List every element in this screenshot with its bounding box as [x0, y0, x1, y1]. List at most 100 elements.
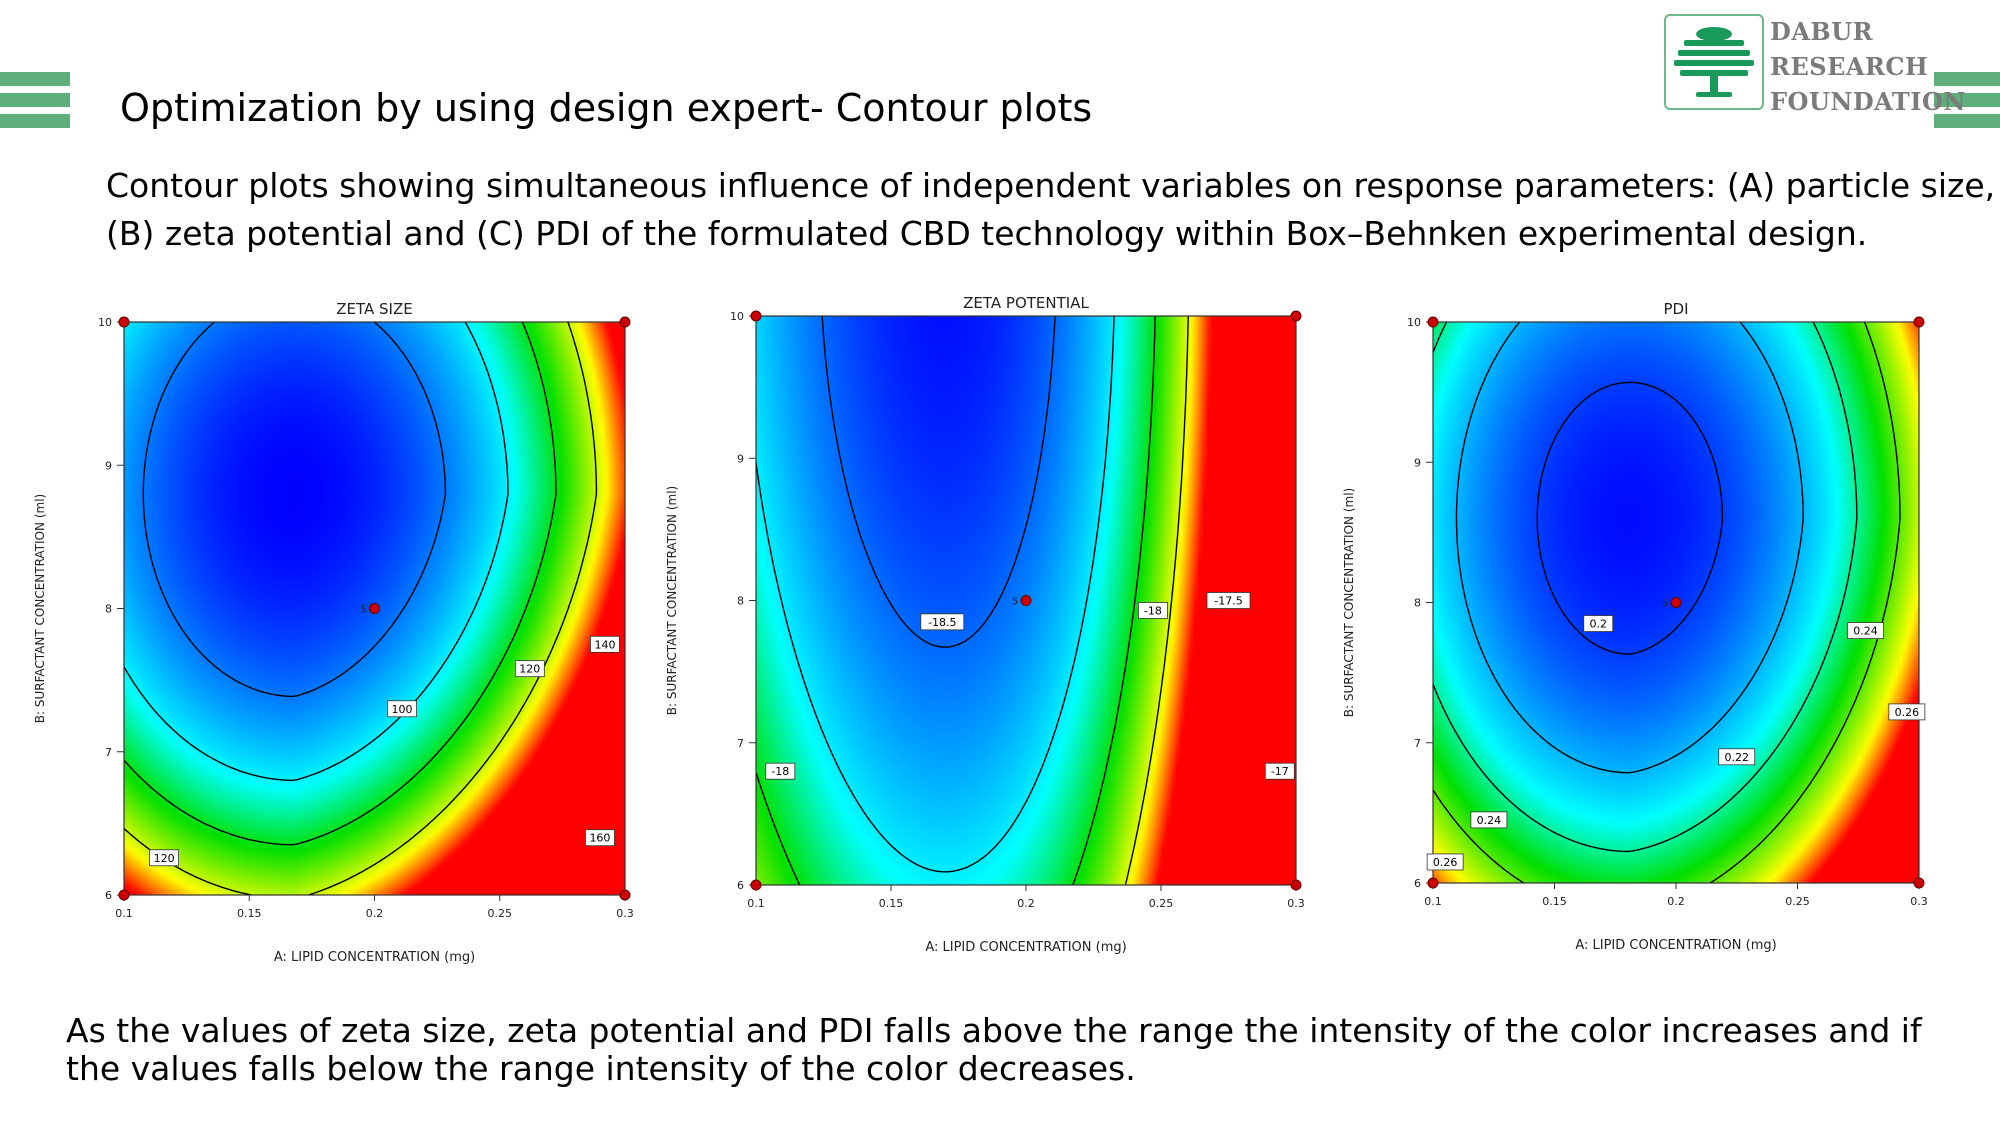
contour-label-box	[590, 635, 620, 653]
contour-label: 0.2	[1589, 618, 1607, 631]
x-tick-label: 0.3	[1287, 897, 1305, 910]
design-point	[1670, 597, 1682, 608]
logo-line: RESEARCH	[1770, 52, 1929, 81]
contour-label: 120	[154, 852, 175, 865]
contour-label-box	[1264, 762, 1295, 780]
design-point	[750, 310, 762, 322]
y-tick-label: 8	[105, 603, 112, 616]
design-point-label: 5	[360, 605, 366, 616]
contour-line	[755, 315, 1115, 873]
contour-line	[123, 321, 557, 846]
footer-line: As the values of zeta size, zeta potenti…	[66, 1011, 1922, 1050]
contour-label-box	[387, 700, 417, 718]
design-point	[1427, 316, 1439, 328]
chart-title: ZETA SIZE	[336, 300, 412, 318]
y-tick-label: 9	[1414, 456, 1421, 469]
contour-label: -17	[1271, 765, 1289, 778]
x-axis-label: A: LIPID CONCENTRATION (mg)	[1575, 938, 1776, 953]
y-tick-label: 10	[730, 310, 744, 323]
footer-note: As the values of zeta size, zeta potenti…	[66, 1012, 1946, 1088]
x-tick-label: 0.2	[366, 907, 384, 920]
decor-bar	[0, 93, 70, 107]
contour-line	[1536, 381, 1724, 655]
x-tick-label: 0.15	[1542, 895, 1567, 908]
x-tick-label: 0.15	[237, 907, 262, 920]
contour-label: -18.5	[928, 616, 956, 629]
chart-title: ZETA POTENTIAL	[963, 294, 1089, 312]
contour-label-box	[1718, 748, 1756, 766]
design-point-label: 5	[1012, 597, 1018, 608]
y-tick-label: 8	[737, 595, 744, 608]
design-point	[1020, 595, 1032, 606]
y-tick-label: 7	[737, 737, 744, 750]
x-tick-label: 0.1	[747, 897, 765, 910]
contour-label-box	[585, 829, 615, 847]
contour-label: -18	[771, 765, 789, 778]
contour-label: 0.26	[1433, 856, 1458, 869]
footer-line: the values falls below the range intensi…	[66, 1049, 1136, 1088]
contour-line	[123, 321, 598, 896]
decor-bar	[1934, 72, 2000, 86]
contour-label-box	[514, 660, 545, 678]
design-point	[118, 889, 130, 901]
decor-bars-right	[1934, 72, 2000, 135]
y-tick-label: 6	[1414, 877, 1421, 890]
design-point	[750, 879, 762, 891]
contour-label-box	[149, 849, 179, 867]
x-tick-label: 0.2	[1667, 895, 1685, 908]
x-tick-label: 0.3	[616, 907, 634, 920]
contour-label: 0.24	[1853, 625, 1878, 638]
contour-label-box	[1847, 622, 1884, 639]
logo-wordmark: DABUR RESEARCH FOUNDATION	[1770, 14, 1966, 119]
contour-label: 140	[594, 638, 615, 651]
x-tick-label: 0.1	[115, 907, 133, 920]
contour-label-box	[1470, 811, 1508, 829]
contour-label-box	[765, 762, 796, 780]
x-tick-label: 0.1	[1424, 895, 1442, 908]
y-tick-label: 9	[737, 452, 744, 465]
contour-label: 0.24	[1477, 814, 1502, 827]
contour-label: 160	[589, 832, 610, 845]
caption-line: Contour plots showing simultaneous influ…	[106, 166, 1996, 205]
contour-line	[1124, 315, 1189, 886]
design-point-label: 5	[1662, 599, 1668, 610]
decor-bar	[1934, 93, 2000, 107]
design-point	[1427, 877, 1439, 889]
decor-bar	[0, 114, 70, 128]
contour-label-box	[1206, 592, 1251, 609]
figure-caption: Contour plots showing simultaneous influ…	[106, 162, 1996, 258]
contour-label: 0.22	[1725, 751, 1750, 764]
design-point	[1913, 316, 1925, 328]
y-tick-label: 6	[105, 889, 112, 902]
contour-line	[1432, 321, 1858, 853]
contour-label-box	[1138, 602, 1168, 619]
contour-line	[1432, 321, 1901, 884]
chart-title: PDI	[1663, 300, 1688, 318]
tree-icon	[1664, 14, 1764, 110]
y-tick-label: 10	[98, 316, 112, 329]
decor-bar	[1934, 114, 2000, 128]
x-tick-label: 0.3	[1910, 895, 1928, 908]
caption-line: (B) zeta potential and (C) PDI of the fo…	[106, 214, 1868, 253]
contour-label-box	[920, 613, 965, 631]
contour-line	[755, 315, 1156, 886]
contour-line	[821, 315, 1056, 648]
decor-bar	[0, 72, 70, 86]
y-tick-label: 8	[1414, 597, 1421, 610]
x-tick-label: 0.25	[488, 907, 513, 920]
contour-label: -17.5	[1214, 595, 1242, 608]
contour-line	[1455, 321, 1804, 774]
contour-plot-1: 0.1 0.15 0.2 0.25 0.3 6 7 8 9 10 ZETA SIZE A: LIPID…	[33, 300, 634, 965]
y-axis-label: B: SURFACTANT CONCENTRATION (ml)	[33, 494, 47, 723]
y-tick-label: 10	[1407, 316, 1421, 329]
x-tick-label: 0.15	[879, 897, 904, 910]
y-tick-label: 7	[105, 746, 112, 759]
y-tick-label: 9	[105, 459, 112, 472]
design-point	[1913, 877, 1925, 889]
x-tick-label: 0.25	[1149, 897, 1174, 910]
contour-label: 0.26	[1895, 706, 1920, 719]
x-tick-label: 0.25	[1785, 895, 1810, 908]
contour-label-box	[1888, 703, 1926, 721]
